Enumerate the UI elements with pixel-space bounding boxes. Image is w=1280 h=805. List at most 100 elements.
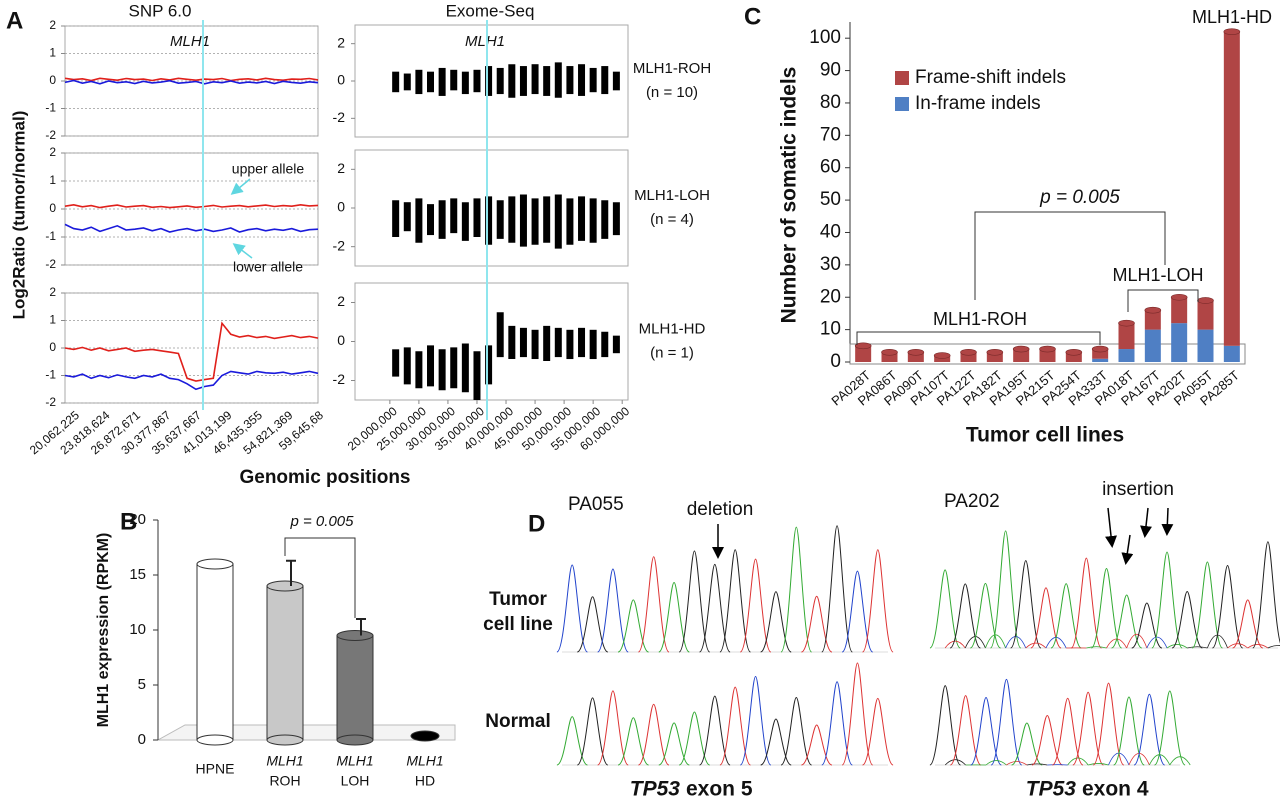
chromatogram-peak (1171, 590, 1203, 649)
chromatogram-peak (699, 563, 731, 653)
bar-cap (1091, 345, 1109, 353)
group-label: MLH1-LOH (634, 187, 710, 204)
y-tick-label: 2 (337, 160, 345, 176)
chromatogram-peak (1211, 564, 1244, 649)
annotation: upper allele (232, 161, 305, 177)
bar-cap (854, 342, 872, 350)
gene-label: TP53 (630, 778, 681, 801)
chromatogram-peak (1154, 690, 1186, 766)
mutation-label: deletion (687, 499, 754, 520)
bar-cap (986, 348, 1004, 356)
chromatogram-noise (1187, 646, 1208, 649)
bar-cap (960, 348, 977, 356)
chromatogram-peak (576, 596, 609, 653)
bar-segment (1144, 329, 1161, 362)
annotation: MLH1-HD (1192, 7, 1272, 27)
y-tick-label: 0 (337, 332, 345, 348)
chromatogram-peak (1133, 693, 1166, 766)
chromatogram-peak (760, 591, 792, 653)
bracket (856, 331, 1101, 345)
sample-label: PA202 (944, 491, 1000, 512)
chromatogram-noise (1149, 754, 1171, 766)
bar-cap (1170, 293, 1188, 301)
chromatogram-peak (1031, 715, 1064, 766)
bar-base (266, 734, 304, 746)
chromatogram-noise (1067, 757, 1089, 766)
bar-cap (196, 558, 234, 570)
chromatogram-noise (944, 640, 966, 649)
y-tick-label: 2 (337, 34, 345, 50)
bracket (284, 537, 356, 618)
chromatogram-noise (1006, 761, 1028, 766)
chromatogram-peak (719, 686, 751, 766)
chromatogram-peak (1050, 583, 1082, 649)
chromatogram-peak (970, 696, 1002, 766)
bar-segment (960, 352, 977, 362)
annotation: MLH1-LOH (1112, 265, 1203, 285)
bar-segment (1197, 300, 1214, 330)
bar-cap (1039, 345, 1056, 353)
trace-line (64, 203, 319, 209)
y-tick-label: 0 (830, 351, 841, 372)
chart-title: Exome-Seq (446, 1, 535, 20)
bar-cap (336, 630, 374, 641)
bar-cap (907, 348, 925, 356)
panel-letter: C (744, 3, 761, 30)
annotation-arrow (230, 178, 251, 195)
chromatogram-peak (678, 711, 711, 766)
chromatogram-peak (617, 717, 650, 766)
exon-label: exon 4 (1082, 778, 1149, 801)
y-tick-label: -2 (333, 237, 346, 253)
chromatogram-peak (658, 722, 690, 766)
y-tick-label: 30 (820, 254, 841, 275)
bar-segment (1118, 349, 1135, 362)
chromatogram-noise (1247, 644, 1269, 649)
y-axis-label: MLH1 expression (RPKM) (95, 533, 112, 728)
chromatogram-peak (1011, 722, 1043, 766)
chromatogram-noise (1267, 645, 1280, 649)
group-label: MLH1-HD (639, 320, 706, 337)
bar-segment (1092, 349, 1109, 359)
x-axis-label: Genomic positions (239, 467, 410, 488)
chromatogram-peak (739, 558, 772, 653)
chromatogram-peak (1191, 561, 1223, 649)
bar-base (196, 734, 234, 746)
x-tick-label: MLH1 (336, 753, 373, 769)
panel-letter: D (528, 510, 545, 537)
chromatogram-peak (1111, 594, 1143, 649)
y-tick-label: 80 (820, 92, 841, 113)
x-tick-label: MLH1 (406, 753, 443, 769)
y-tick-label: -2 (45, 128, 56, 142)
bar (410, 730, 440, 742)
y-tick-label: 0 (337, 199, 345, 215)
legend-swatch (895, 71, 909, 85)
y-tick-label: 100 (809, 27, 841, 48)
trace-line (64, 370, 319, 391)
y-tick-label: 2 (49, 285, 56, 299)
baseline-box (849, 343, 1246, 365)
error-bar (286, 559, 296, 586)
y-tick-label: -1 (45, 229, 56, 243)
trace-line (64, 79, 319, 85)
chromatogram-noise (1146, 636, 1168, 649)
bar-segment (1144, 310, 1161, 330)
chart-title: SNP 6.0 (128, 1, 191, 20)
x-tick-label: LOH (341, 773, 370, 789)
bar-segment (1223, 31, 1240, 346)
bar-cap (1197, 297, 1214, 304)
chromatogram-peak (637, 556, 670, 653)
bar-cap (881, 348, 898, 356)
chromatogram-peak (739, 675, 772, 766)
y-tick-label: 1 (49, 313, 56, 327)
chromatogram-peak (862, 697, 894, 766)
annotation-arrow (232, 243, 253, 259)
bar-segment (1118, 323, 1135, 350)
y-tick-label: -1 (45, 101, 56, 115)
gene-label: MLH1 (170, 33, 210, 50)
chromatogram-peak (1092, 682, 1125, 766)
y-tick-label: 10 (129, 621, 146, 638)
chromatogram-peak (780, 526, 813, 653)
group-n-label: (n = 4) (650, 211, 694, 228)
legend-label: In-frame indels (915, 93, 1041, 114)
chromatogram-peak (1151, 551, 1183, 649)
